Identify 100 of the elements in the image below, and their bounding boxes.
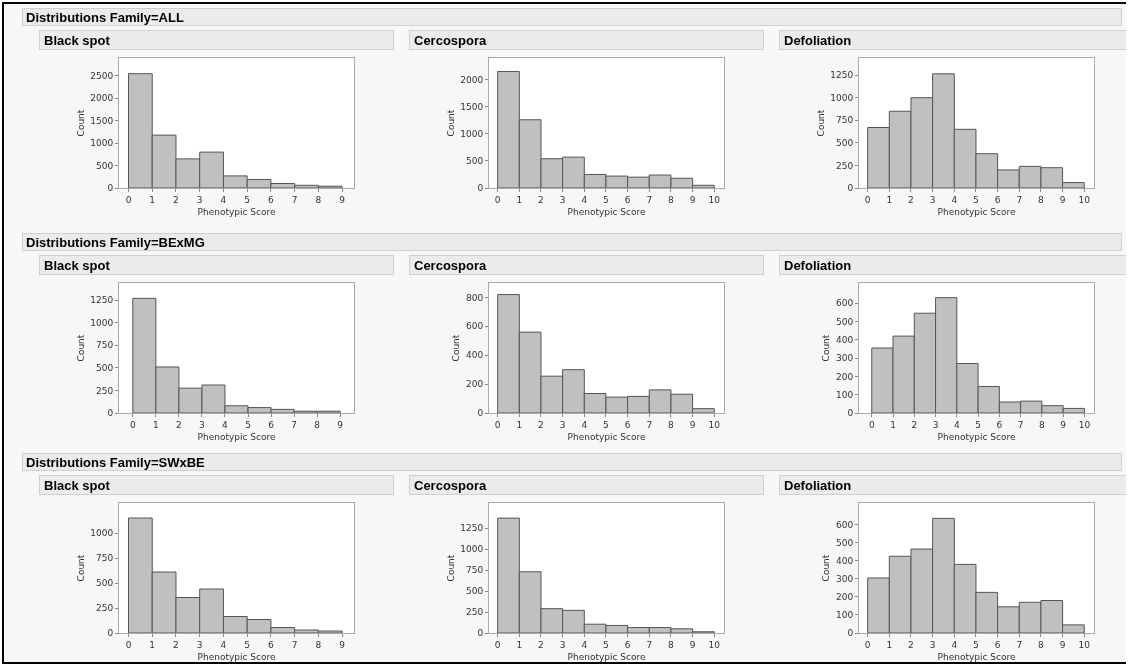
x-tick-label: 9: [689, 419, 696, 430]
x-tick-label: 5: [603, 639, 609, 650]
x-tick-label: 5: [244, 639, 251, 650]
y-tick-label: 0: [847, 408, 854, 419]
text: Distributions Family=SWxBE: [22, 453, 1122, 471]
y-tick-label: 1250: [830, 70, 854, 81]
x-tick-label: 6: [268, 194, 275, 205]
x-tick-label: 7: [646, 639, 653, 650]
x-tick-label: 1: [149, 194, 156, 205]
x-tick-label: 5: [245, 419, 251, 430]
x-tick-label: 2: [173, 639, 179, 650]
x-tick-label: 0: [494, 419, 501, 430]
x-tick-label: 8: [315, 194, 322, 205]
x-tick-label: 8: [668, 194, 675, 205]
y-tick-label: 1000: [460, 128, 484, 139]
x-tick-label: 7: [1017, 419, 1024, 430]
x-tick-label: 2: [173, 194, 179, 205]
y-tick-label: 0: [477, 408, 484, 419]
x-tick-label: 3: [559, 639, 566, 650]
y-tick-label: 500: [466, 156, 484, 167]
y-tick-label: 0: [477, 183, 484, 194]
y-tick-label: 1250: [90, 295, 114, 306]
x-tick-label: 6: [268, 419, 275, 430]
x-tick-label: 5: [603, 194, 609, 205]
x-tick-label: 7: [291, 639, 298, 650]
chart-title: Black spot: [39, 255, 394, 275]
y-tick-label: 250: [96, 385, 114, 396]
x-tick-label: 9: [689, 194, 696, 205]
y-tick-label: 1500: [90, 115, 114, 126]
y-tick-label: 750: [836, 115, 854, 126]
x-tick-label: 8: [314, 419, 321, 430]
x-tick-label: 9: [339, 194, 346, 205]
y-tick-label: 0: [107, 628, 114, 639]
y-axis-title: Count: [75, 109, 86, 137]
y-tick-label: 200: [466, 379, 484, 390]
x-tick-label: 0: [864, 639, 871, 650]
y-axis-title: Count: [75, 334, 86, 362]
x-tick-label: 10: [1078, 419, 1091, 430]
x-tick-label: 7: [1016, 194, 1023, 205]
y-tick-label: 500: [836, 316, 854, 327]
x-tick-label: 9: [337, 419, 344, 430]
y-axis-title: Count: [821, 334, 832, 362]
y-tick-label: 750: [96, 553, 114, 564]
y-tick-label: 0: [107, 183, 114, 194]
text: Distributions Family=BExMG: [22, 233, 1122, 251]
x-tick-label: 6: [268, 639, 275, 650]
x-tick-label: 7: [291, 419, 297, 430]
y-tick-label: 750: [466, 565, 484, 576]
x-tick-label: 0: [494, 639, 501, 650]
x-tick-label: 0: [125, 194, 132, 205]
y-tick-label: 1000: [90, 138, 114, 149]
x-tick-label: 3: [932, 419, 939, 430]
x-tick-label: 9: [689, 639, 696, 650]
x-tick-label: 8: [1039, 419, 1046, 430]
x-tick-label: 9: [1059, 194, 1066, 205]
x-axis-title: Phenotypic Score: [197, 431, 276, 442]
x-axis-title: Phenotypic Score: [937, 431, 1016, 442]
y-tick-label: 1000: [460, 544, 484, 555]
x-tick-label: 1: [886, 194, 893, 205]
y-tick-label: 600: [836, 298, 854, 309]
x-tick-label: 7: [1016, 639, 1023, 650]
x-tick-label: 4: [220, 639, 227, 650]
y-tick-label: 1000: [90, 317, 114, 328]
x-tick-label: 2: [908, 194, 914, 205]
x-tick-label: 3: [199, 419, 205, 430]
x-tick-label: 8: [668, 639, 675, 650]
x-tick-label: 10: [708, 639, 721, 650]
x-tick-label: 6: [624, 639, 631, 650]
x-tick-label: 5: [973, 639, 979, 650]
y-tick-label: 400: [466, 350, 484, 361]
y-tick-label: 250: [836, 160, 854, 171]
x-tick-label: 4: [581, 419, 588, 430]
x-tick-label: 3: [929, 194, 936, 205]
x-tick-label: 4: [953, 419, 960, 430]
x-tick-label: 1: [516, 194, 523, 205]
y-tick-label: 2000: [460, 74, 484, 85]
x-tick-label: 6: [996, 419, 1003, 430]
x-tick-label: 10: [708, 419, 721, 430]
x-tick-label: 10: [708, 194, 721, 205]
y-tick-label: 500: [96, 363, 114, 374]
chart-title: Cercospora: [409, 255, 764, 275]
x-tick-label: 6: [994, 194, 1001, 205]
x-tick-label: 5: [603, 419, 609, 430]
x-tick-label: 5: [244, 194, 251, 205]
y-tick-label: 400: [836, 555, 854, 566]
x-tick-label: 1: [886, 639, 893, 650]
x-tick-label: 1: [890, 419, 896, 430]
y-tick-label: 500: [96, 578, 114, 589]
x-tick-label: 0: [494, 194, 501, 205]
x-tick-label: 2: [911, 419, 918, 430]
x-axis-title: Phenotypic Score: [567, 651, 646, 662]
x-tick-label: 2: [538, 194, 544, 205]
y-axis-title: Count: [451, 334, 462, 362]
y-axis-title: Count: [75, 554, 86, 582]
x-tick-label: 6: [994, 639, 1001, 650]
x-tick-label: 0: [125, 639, 132, 650]
text: Distributions Family=ALL: [22, 8, 1122, 26]
chart-title: Black spot: [39, 475, 394, 495]
y-tick-label: 0: [847, 628, 854, 639]
x-tick-label: 0: [129, 419, 136, 430]
